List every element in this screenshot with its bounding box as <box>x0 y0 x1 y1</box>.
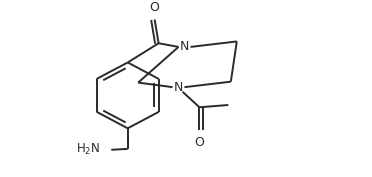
Text: O: O <box>150 1 160 14</box>
Text: N: N <box>174 81 183 94</box>
Text: O: O <box>195 136 204 149</box>
Text: N: N <box>180 40 189 53</box>
Text: H$_2$N: H$_2$N <box>76 142 100 157</box>
